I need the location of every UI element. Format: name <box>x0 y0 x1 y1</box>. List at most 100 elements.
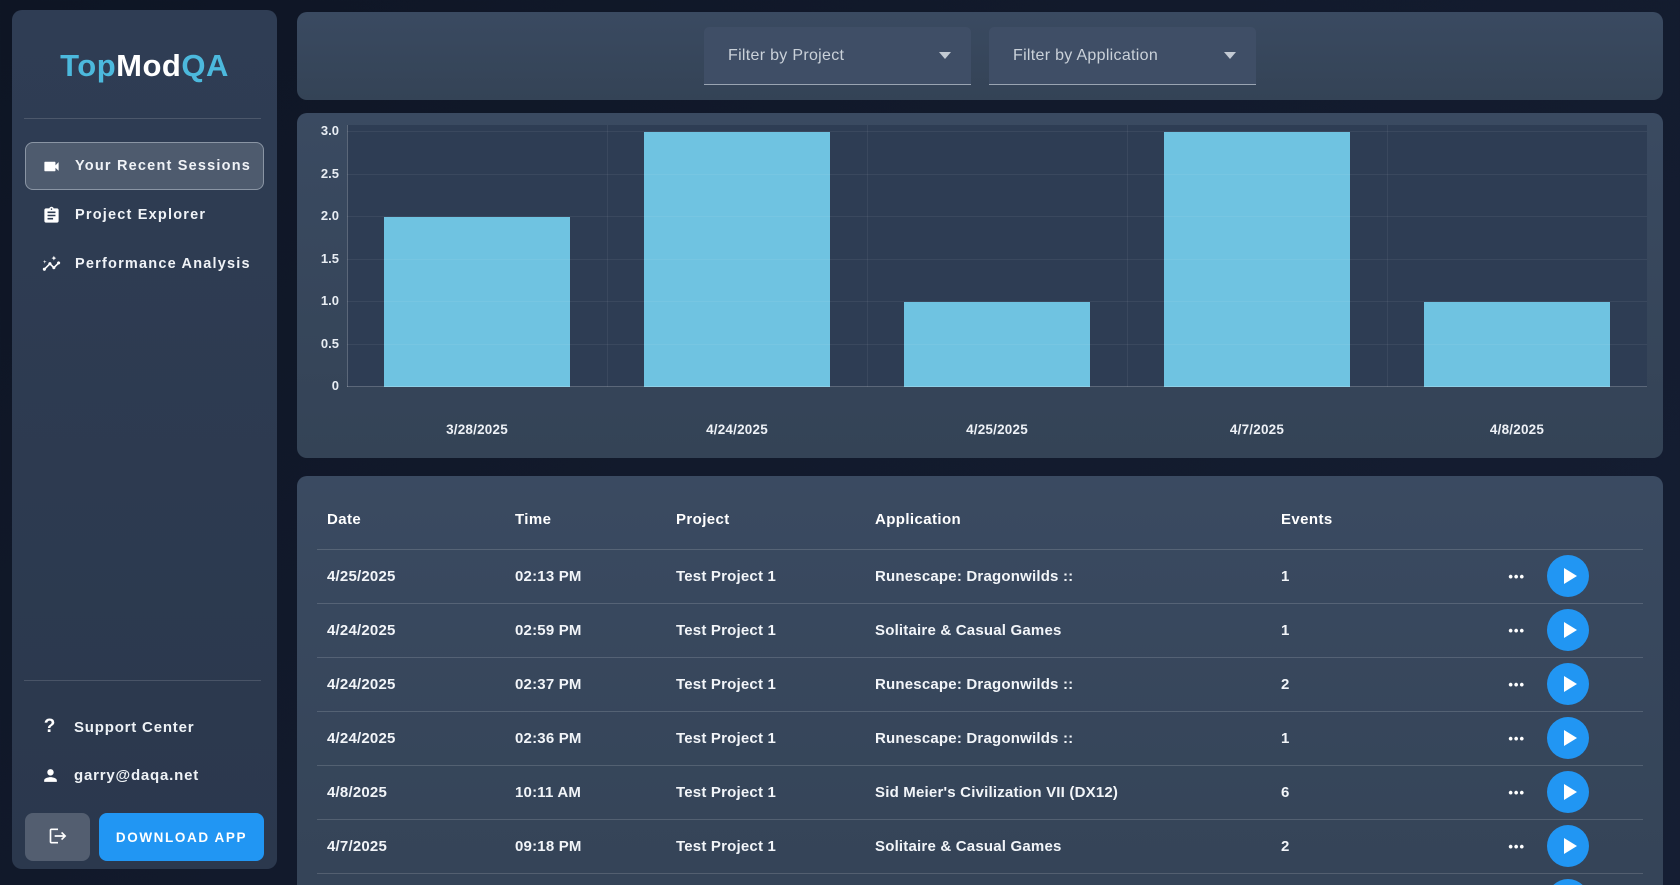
sidebar-item-project-explorer[interactable]: Project Explorer <box>25 191 264 239</box>
row-actions: ••• <box>1471 609 1643 651</box>
user-account-item[interactable]: garry@daqa.net <box>25 758 264 792</box>
play-session-button[interactable] <box>1547 825 1589 867</box>
chart-bar[interactable] <box>384 217 570 387</box>
filter-bar: Filter by Project Filter by Application <box>297 12 1663 100</box>
chart-gridline <box>347 216 1647 217</box>
chart-bar[interactable] <box>1164 132 1350 387</box>
y-tick-label: 2.0 <box>320 208 339 223</box>
chart-plot <box>347 125 1647 387</box>
table-row[interactable]: 4/24/2025 02:36 PM Test Project 1 Runesc… <box>297 711 1663 765</box>
play-icon <box>1563 730 1577 746</box>
play-icon <box>1563 568 1577 584</box>
table-row[interactable]: ••• <box>297 873 1663 885</box>
logo-part-qa: QA <box>181 48 229 83</box>
cell-application: Solitaire & Casual Games <box>875 837 1062 855</box>
y-tick-label: 0.5 <box>320 335 339 351</box>
play-session-button[interactable] <box>1547 555 1589 597</box>
clipboard-icon <box>41 205 61 225</box>
sidebar: TopModQA Your Recent Sessions Project Ex… <box>12 10 277 869</box>
cell-date: 4/7/2025 <box>327 837 387 855</box>
column-header-application: Application <box>875 510 962 528</box>
row-actions: ••• <box>1471 555 1643 597</box>
table-row[interactable]: 4/25/2025 02:13 PM Test Project 1 Runesc… <box>297 549 1663 603</box>
filter-by-application-select[interactable]: Filter by Application <box>989 27 1256 85</box>
chart-gridline <box>607 125 608 387</box>
download-app-button[interactable]: DOWNLOAD APP <box>99 813 264 861</box>
cell-time: 02:13 PM <box>515 567 582 585</box>
chart-y-axis: 0 0.5 1.0 1.5 2.0 2.5 3.0 <box>297 113 341 458</box>
logo-part-top: Top <box>60 48 117 83</box>
cell-time: 02:36 PM <box>515 729 582 747</box>
chart-category-slot <box>1387 125 1647 387</box>
play-icon <box>1563 784 1577 800</box>
play-session-button[interactable] <box>1547 879 1589 885</box>
row-divider <box>317 765 1643 766</box>
sidebar-item-label: Performance Analysis <box>75 256 251 272</box>
chart-category-slot <box>867 125 1127 387</box>
sidebar-item-label: Project Explorer <box>75 207 207 223</box>
logout-button[interactable] <box>25 813 90 861</box>
chart-gridline <box>347 343 1647 345</box>
x-tick-label: 4/8/2025 <box>1489 422 1545 437</box>
cell-application: Sid Meier's Civilization VII (DX12) <box>875 783 1119 801</box>
sidebar-item-performance-analysis[interactable]: Performance Analysis <box>25 240 264 288</box>
y-tick-label: 1.0 <box>320 293 339 308</box>
cell-events: 1 <box>1281 729 1290 747</box>
more-actions-button[interactable]: ••• <box>1508 838 1525 854</box>
cell-events: 1 <box>1281 567 1290 585</box>
chart-bar[interactable] <box>904 302 1090 387</box>
chart-gridline <box>1127 125 1128 387</box>
y-tick-label: 1.5 <box>320 250 339 266</box>
row-divider <box>317 819 1643 820</box>
chart-gridline <box>867 125 868 387</box>
cell-time: 09:18 PM <box>515 837 582 855</box>
app-logo: TopModQA <box>12 48 277 84</box>
more-actions-button[interactable]: ••• <box>1508 784 1525 800</box>
video-camera-icon <box>41 156 61 176</box>
column-header-events: Events <box>1281 510 1333 528</box>
more-actions-button[interactable]: ••• <box>1508 622 1525 638</box>
sessions-chart-panel: 0 0.5 1.0 1.5 2.0 2.5 3.0 3/28/2025 4/24/2025 4/… <box>297 113 1663 458</box>
chart-gridline <box>1387 125 1388 387</box>
play-session-button[interactable] <box>1547 663 1589 705</box>
more-actions-button[interactable]: ••• <box>1508 568 1525 584</box>
cell-date: 4/24/2025 <box>327 729 396 747</box>
more-actions-button[interactable]: ••• <box>1508 730 1525 746</box>
cell-events: 1 <box>1281 621 1290 639</box>
chevron-down-icon <box>1224 52 1236 59</box>
table-row[interactable]: 4/24/2025 02:59 PM Test Project 1 Solita… <box>297 603 1663 657</box>
chart-category-slot <box>1127 125 1387 387</box>
row-divider <box>317 657 1643 658</box>
filter-by-project-select[interactable]: Filter by Project <box>704 27 971 85</box>
sidebar-item-recent-sessions[interactable]: Your Recent Sessions <box>25 142 264 190</box>
chart-bar[interactable] <box>1424 302 1610 387</box>
play-session-button[interactable] <box>1547 609 1589 651</box>
table-row[interactable]: 4/24/2025 02:37 PM Test Project 1 Runesc… <box>297 657 1663 711</box>
sidebar-divider <box>24 118 261 119</box>
cell-application: Runescape: Dragonwilds :: <box>875 675 1074 693</box>
table-row[interactable]: 4/7/2025 09:18 PM Test Project 1 Solitai… <box>297 819 1663 873</box>
cell-events: 2 <box>1281 675 1290 693</box>
more-actions-button[interactable]: ••• <box>1508 676 1525 692</box>
cell-date: 4/25/2025 <box>327 567 396 585</box>
play-icon <box>1563 838 1577 854</box>
sidebar-nav: Your Recent Sessions Project Explorer Pe… <box>25 142 264 289</box>
chart-gridline <box>347 131 1647 132</box>
filter-by-project-label: Filter by Project <box>728 46 845 64</box>
cell-project: Test Project 1 <box>676 783 777 801</box>
filter-by-application-label: Filter by Application <box>1013 46 1159 64</box>
y-tick-label: 0 <box>331 378 339 393</box>
column-header-date: Date <box>327 510 362 528</box>
play-session-button[interactable] <box>1547 771 1589 813</box>
cell-project: Test Project 1 <box>676 837 777 855</box>
sidebar-actions: DOWNLOAD APP <box>25 813 264 861</box>
play-icon <box>1563 622 1577 638</box>
cell-time: 10:11 AM <box>515 783 582 801</box>
chart-gridline <box>347 258 1647 260</box>
play-session-button[interactable] <box>1547 717 1589 759</box>
row-divider <box>317 603 1643 604</box>
row-divider <box>317 549 1643 550</box>
chart-bar[interactable] <box>644 132 830 387</box>
sidebar-item-support-center[interactable]: ? Support Center <box>25 710 264 744</box>
table-row[interactable]: 4/8/2025 10:11 AM Test Project 1 Sid Mei… <box>297 765 1663 819</box>
